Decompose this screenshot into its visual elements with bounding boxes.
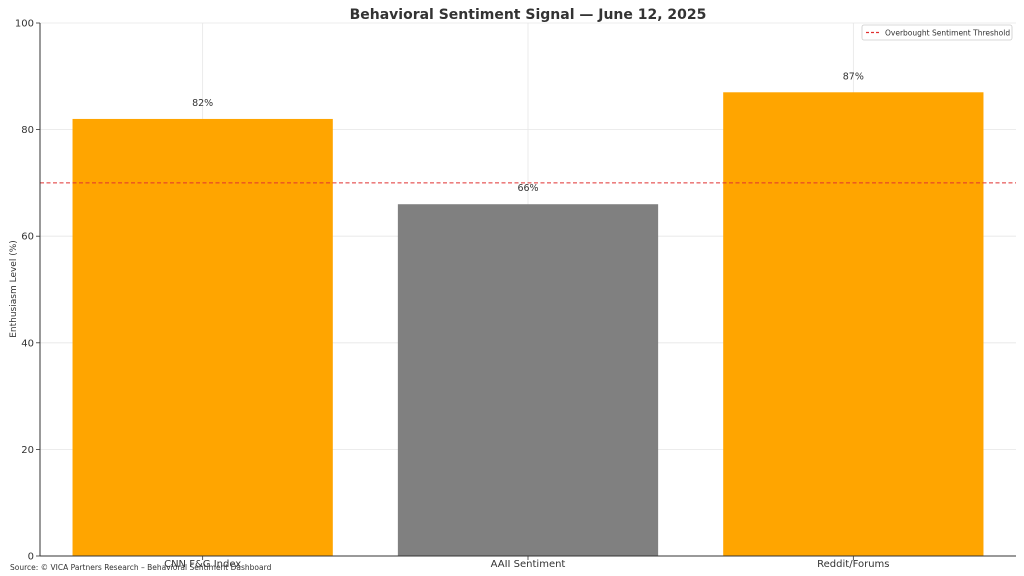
data-label: 87% [843, 71, 864, 82]
axes [36, 22, 1016, 560]
data-label: 66% [517, 183, 538, 194]
y-tick-label: 60 [21, 232, 34, 243]
y-tick-label: 100 [15, 19, 34, 30]
y-tick-label: 40 [21, 338, 34, 349]
bar [72, 118, 333, 556]
x-tick-label: Reddit/Forums [817, 559, 889, 570]
x-tick-label: AAII Sentiment [491, 559, 566, 570]
bar [723, 92, 984, 556]
y-tick-label: 80 [21, 125, 34, 136]
legend-label-threshold: Overbought Sentiment Threshold [885, 29, 1010, 38]
legend: Overbought Sentiment Threshold [861, 24, 1013, 41]
data-labels: 82% 66% 87% [192, 71, 864, 194]
tick-labels: 0 20 40 60 80 100 CNN F&G Index AAII Sentiment R… [15, 19, 890, 571]
chart-title: Behavioral Sentiment Signal — June 12, 2… [350, 7, 707, 23]
legend-box [861, 24, 1013, 41]
data-label: 82% [192, 98, 213, 109]
y-tick-label: 20 [21, 445, 34, 456]
bars [72, 92, 984, 556]
source-note: Source: © VICA Partners Research – Behav… [10, 563, 272, 572]
bar [397, 204, 659, 556]
y-tick-label: 0 [28, 552, 34, 563]
x-tick-label: CNN F&G Index [164, 559, 241, 570]
y-axis-label: Enthusiasm Level (%) [9, 240, 19, 338]
